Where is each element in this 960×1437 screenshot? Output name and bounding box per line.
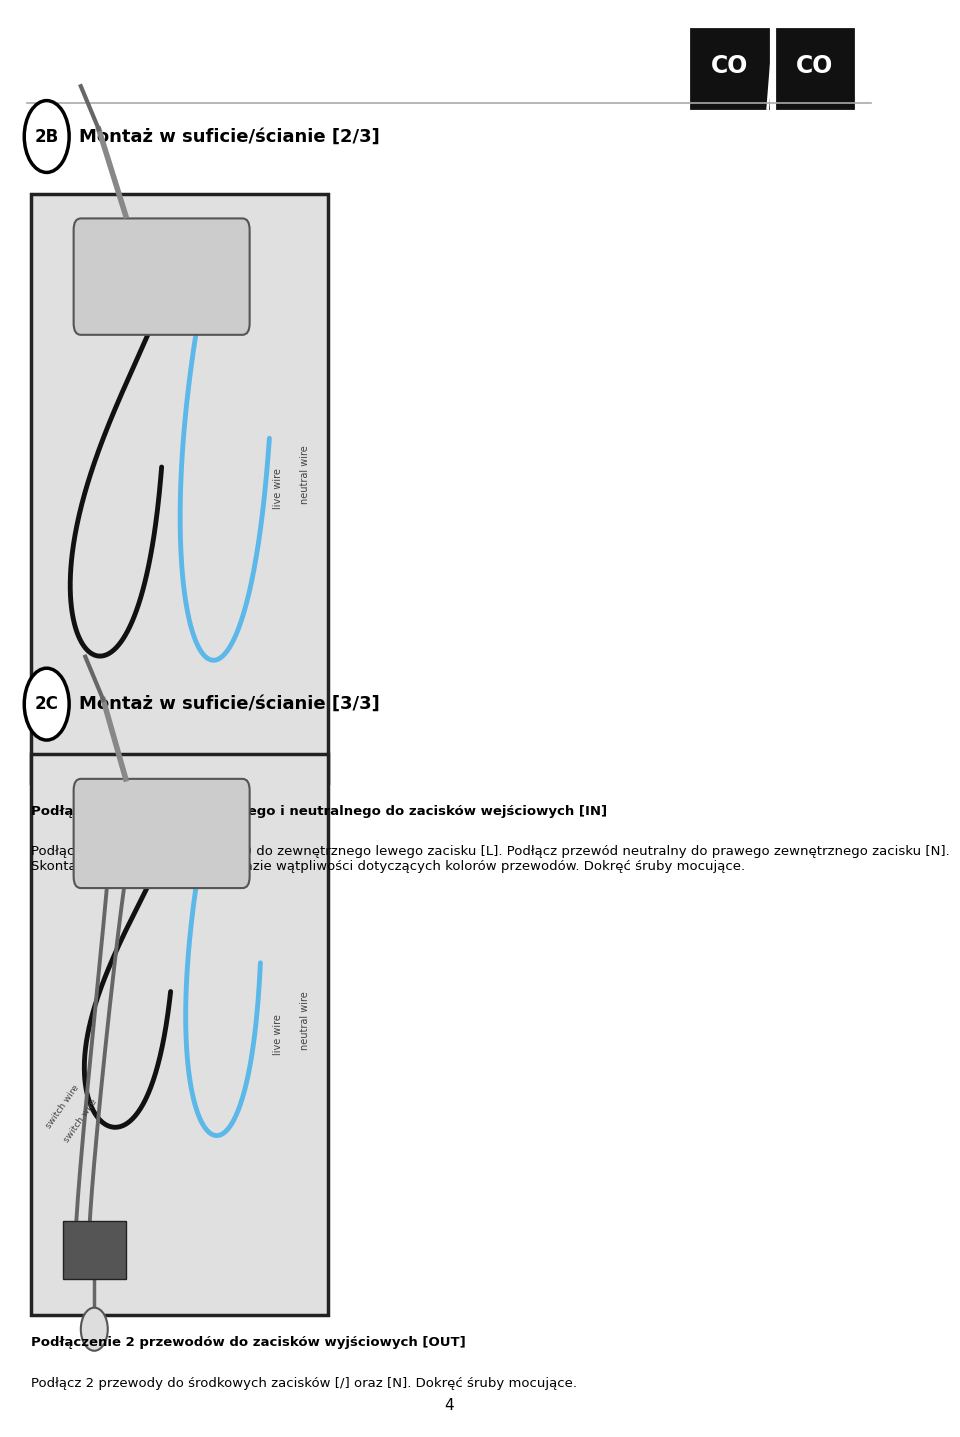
Text: 4: 4	[444, 1398, 454, 1413]
Text: 2C: 2C	[35, 696, 59, 713]
Text: live wire: live wire	[274, 1015, 283, 1055]
Text: switch wire: switch wire	[62, 1098, 99, 1144]
Text: live wire: live wire	[274, 468, 283, 509]
Text: 2B: 2B	[35, 128, 59, 145]
FancyBboxPatch shape	[74, 779, 250, 888]
Text: neutral wire: neutral wire	[300, 992, 310, 1049]
Text: Podłączenie 2 przewodów do zacisków wyjściowych [OUT]: Podłączenie 2 przewodów do zacisków wyjś…	[32, 1336, 467, 1349]
Text: switch wire: switch wire	[44, 1083, 82, 1129]
Text: CO: CO	[711, 55, 748, 78]
Text: Podłączenie przewodu fazowego i neutralnego do zacisków wejściowych [IN]: Podłączenie przewodu fazowego i neutraln…	[32, 805, 608, 818]
FancyBboxPatch shape	[32, 194, 327, 783]
Text: Montaż w suficie/ścianie [3/3]: Montaż w suficie/ścianie [3/3]	[79, 696, 380, 713]
Text: neutral wire: neutral wire	[300, 445, 310, 503]
FancyBboxPatch shape	[62, 1221, 126, 1279]
FancyBboxPatch shape	[32, 754, 327, 1315]
Text: CO: CO	[796, 55, 833, 78]
Circle shape	[24, 668, 69, 740]
Circle shape	[24, 101, 69, 172]
Text: Montaż w suficie/ścianie [2/3]: Montaż w suficie/ścianie [2/3]	[79, 128, 380, 145]
FancyBboxPatch shape	[691, 29, 768, 109]
Text: Podłącz 2 przewody do środkowych zacisków [/] oraz [N]. Dokręć śruby mocujące.: Podłącz 2 przewody do środkowych zaciskó…	[32, 1377, 577, 1390]
FancyBboxPatch shape	[777, 29, 853, 109]
Circle shape	[81, 1308, 108, 1351]
FancyBboxPatch shape	[74, 218, 250, 335]
Text: Podłącz przewód fazowy (czarny) do zewnętrznego lewego zacisku [L]. Podłącz prze: Podłącz przewód fazowy (czarny) do zewnę…	[32, 845, 950, 872]
